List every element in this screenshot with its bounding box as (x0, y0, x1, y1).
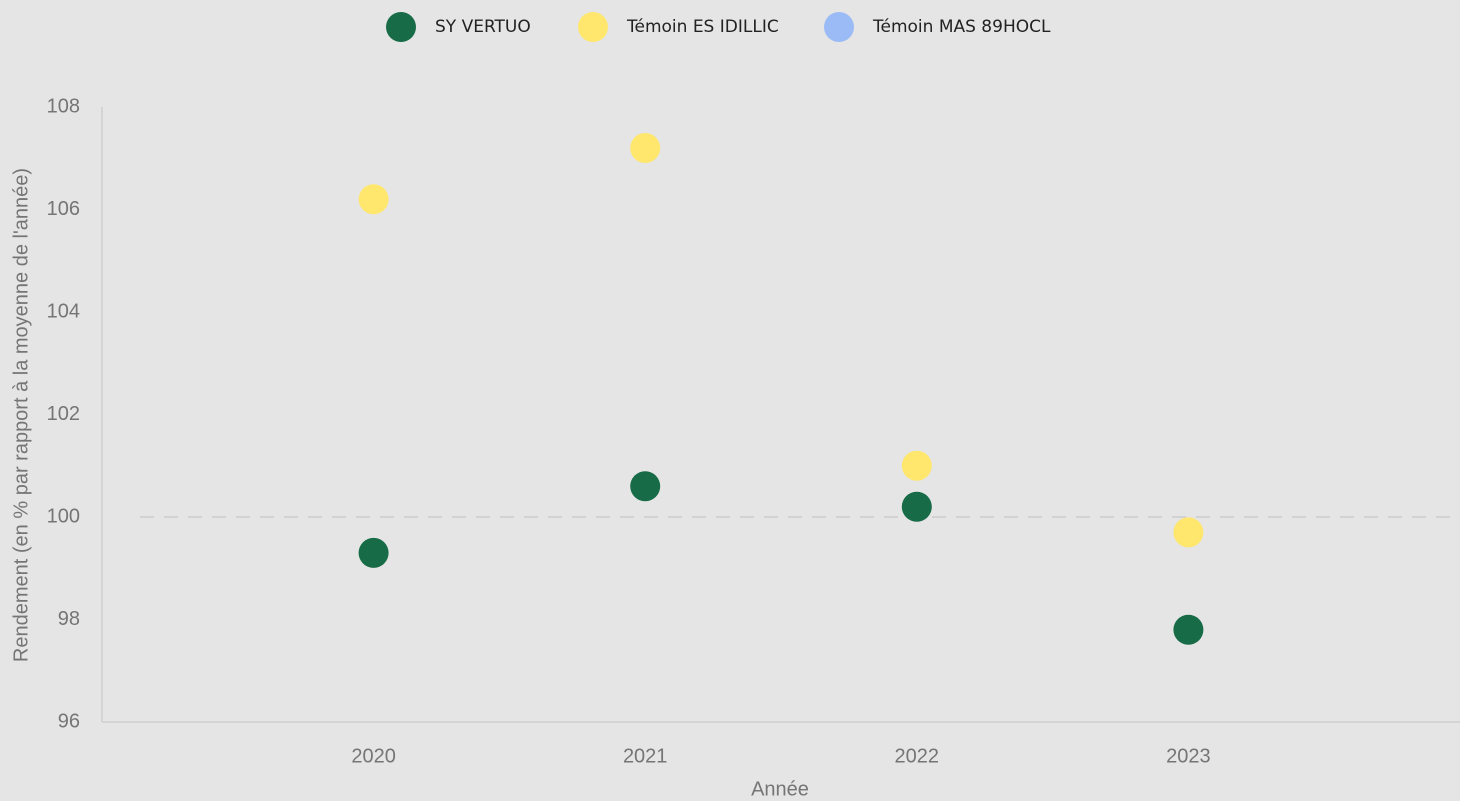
point (901, 450, 932, 481)
y-tick-label: 104 (47, 300, 80, 322)
point (901, 491, 932, 522)
y-tick-label: 100 (47, 505, 80, 527)
x-tick-label: 2020 (351, 745, 396, 767)
point (358, 537, 389, 568)
x-tick-label: 2021 (623, 745, 668, 767)
y-tick-label: 98 (58, 608, 80, 630)
y-tick-label: 106 (47, 198, 80, 220)
legend-label: Témoin MAS 89HOCL (872, 17, 1051, 37)
y-tick-label: 108 (47, 95, 80, 117)
point (630, 133, 661, 163)
legend-label: Témoin ES IDILLIC (626, 17, 779, 37)
x-axis-title: Année (751, 778, 809, 800)
legend-swatch (386, 12, 416, 42)
legend-label: SY VERTUO (435, 17, 531, 37)
legend-swatch (824, 12, 854, 42)
point (630, 471, 661, 502)
x-tick-label: 2023 (1166, 745, 1211, 767)
point (358, 184, 389, 215)
y-axis-title: Rendement (en % par rapport à la moyenne… (10, 168, 32, 662)
y-tick-label: 96 (58, 710, 80, 732)
point (1173, 614, 1204, 645)
y-tick-label: 102 (47, 403, 80, 425)
point (1173, 517, 1204, 548)
legend-swatch (578, 12, 608, 42)
x-tick-label: 2022 (895, 745, 940, 767)
